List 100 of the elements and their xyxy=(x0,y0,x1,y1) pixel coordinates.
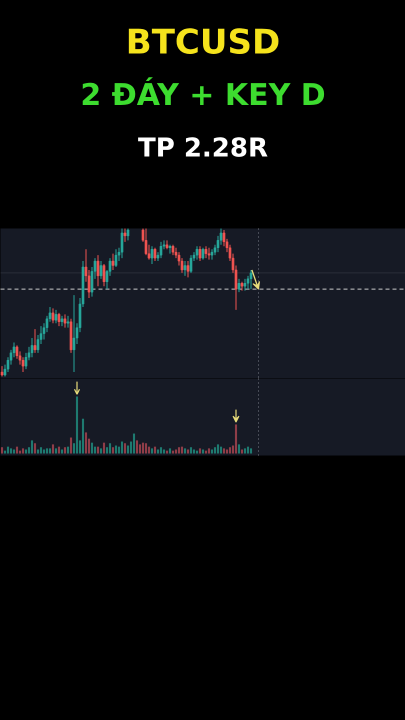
bar xyxy=(226,450,228,454)
bar xyxy=(228,447,232,454)
bar xyxy=(216,444,220,454)
bar xyxy=(142,442,144,454)
candlestick xyxy=(172,244,174,256)
candlestick xyxy=(126,228,130,241)
bar xyxy=(160,447,162,454)
bar xyxy=(66,446,70,454)
bar xyxy=(208,448,210,454)
candlestick xyxy=(154,247,156,262)
bar xyxy=(204,450,208,454)
bar xyxy=(102,442,106,454)
bar xyxy=(222,448,226,454)
candlestick xyxy=(210,248,214,260)
bar xyxy=(144,443,148,454)
candlestick xyxy=(112,253,114,270)
bar xyxy=(138,444,142,454)
bar xyxy=(214,447,216,454)
candlestick xyxy=(184,260,186,276)
candlestick xyxy=(52,308,54,324)
bar xyxy=(114,446,118,454)
candlestick xyxy=(60,315,64,327)
candlestick xyxy=(102,264,106,287)
candlestick xyxy=(30,338,34,358)
bar xyxy=(250,448,252,454)
bar xyxy=(4,450,6,454)
bar xyxy=(54,448,58,454)
text: TP 2.28R xyxy=(138,134,268,164)
bar xyxy=(166,450,168,454)
candlestick xyxy=(186,260,190,278)
bar xyxy=(18,450,22,454)
bar xyxy=(100,448,102,454)
bar xyxy=(82,418,84,454)
candlestick xyxy=(190,254,192,274)
candlestick xyxy=(66,315,70,328)
bar xyxy=(220,446,222,454)
bar xyxy=(148,446,150,454)
bar xyxy=(106,447,108,454)
bar xyxy=(240,450,244,454)
bar xyxy=(244,448,246,454)
bar xyxy=(30,440,34,454)
bar xyxy=(210,450,214,454)
bar xyxy=(234,424,238,454)
candlestick xyxy=(0,366,4,377)
bar xyxy=(12,450,16,454)
bar xyxy=(40,447,42,454)
candlestick xyxy=(202,247,204,260)
bar xyxy=(196,450,198,454)
bar xyxy=(136,440,138,454)
bar xyxy=(52,444,54,454)
candlestick xyxy=(120,228,124,259)
bar xyxy=(22,448,24,454)
bar xyxy=(48,448,52,454)
bar xyxy=(186,450,190,454)
candlestick xyxy=(72,294,76,373)
bar xyxy=(132,434,136,454)
bar xyxy=(174,450,178,454)
bar xyxy=(6,446,10,454)
bar xyxy=(58,446,60,454)
candlestick xyxy=(144,228,148,256)
candlestick xyxy=(100,260,102,280)
bar xyxy=(60,450,64,454)
bar xyxy=(156,450,160,454)
bar xyxy=(184,448,186,454)
bar xyxy=(70,438,72,454)
candlestick xyxy=(160,241,162,259)
bar xyxy=(120,442,124,454)
bar xyxy=(178,447,180,454)
bar xyxy=(24,450,28,454)
candlestick xyxy=(250,269,252,290)
bar xyxy=(112,447,114,454)
bar xyxy=(108,443,112,454)
bar xyxy=(190,447,192,454)
bar xyxy=(64,447,66,454)
candlestick xyxy=(208,247,210,260)
bar xyxy=(238,444,240,454)
bar xyxy=(192,450,196,454)
bar xyxy=(0,447,4,454)
candlestick xyxy=(196,246,198,260)
bar xyxy=(36,450,40,454)
bar xyxy=(154,446,156,454)
bar xyxy=(94,446,96,454)
bar xyxy=(46,448,48,454)
bar xyxy=(90,442,94,454)
chart-subtitle: 2 ĐÁY + KEY D xyxy=(80,77,326,113)
bar xyxy=(76,396,78,454)
bar xyxy=(96,446,100,454)
candlestick xyxy=(58,312,60,327)
candlestick xyxy=(124,228,126,242)
bar xyxy=(42,450,46,454)
candlestick xyxy=(34,328,36,354)
candlestick xyxy=(238,278,240,293)
bar xyxy=(198,448,202,454)
bar xyxy=(126,446,130,454)
candlestick xyxy=(114,248,118,268)
bar xyxy=(172,450,174,454)
bar xyxy=(150,448,154,454)
chart-title: BTCUSD xyxy=(126,22,280,62)
candlestick xyxy=(244,278,246,292)
candlestick xyxy=(150,246,154,265)
